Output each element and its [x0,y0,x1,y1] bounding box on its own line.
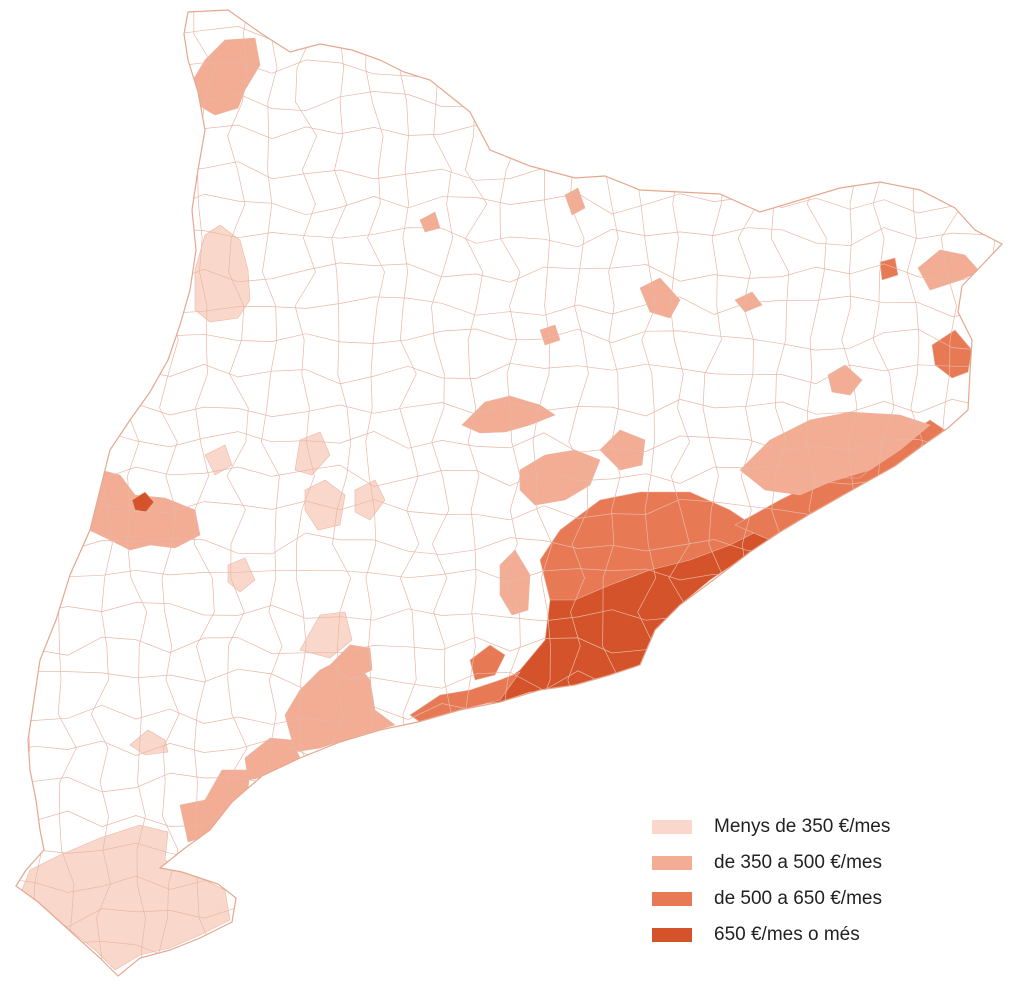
boundary-line [16,430,1002,453]
boundary-line [1010,0,1024,986]
boundary-line [16,91,1002,114]
region-figueres-center [879,257,899,281]
boundary-line [16,464,1002,487]
choropleth-regions [21,37,981,971]
region-sitges [469,644,506,681]
region-berga [539,324,561,346]
region-cervera [227,557,256,593]
legend-item: de 350 a 500 €/mes [652,850,952,886]
region-solsona [354,479,386,521]
boundary-line [16,974,1002,976]
region-balaguer [294,431,331,476]
region-valles [539,491,761,601]
legend-label: de 500 a 650 €/mes [714,888,882,909]
boundary-line [16,56,1002,79]
region-mollerussa [204,444,233,476]
boundary-line [974,10,998,976]
region-selva-coast [739,411,931,496]
legend-item: de 500 a 650 €/mes [652,886,952,922]
region-manresa [461,395,556,434]
boundary-line [16,23,1002,46]
region-ripoll [734,291,763,313]
legend-swatch [652,892,692,906]
boundary-line [0,0,10,986]
legend-label: 650 €/mes o més [714,924,860,945]
legend-swatch [652,928,692,942]
region-tarrega [304,479,346,531]
region-pallars [194,224,251,323]
legend-item: 650 €/mes o més [652,922,952,958]
boundary-line [16,398,1002,417]
region-igualada [519,449,601,506]
legend-label: de 350 a 500 €/mes [714,852,882,873]
legend-swatch [652,856,692,870]
region-tarragona [284,654,396,753]
legend-label: Menys de 350 €/mes [714,816,891,837]
legend-item: Menys de 350 €/mes [652,814,952,850]
legend-swatch [652,820,692,834]
region-vic [599,429,646,471]
legend: Menys de 350 €/mes de 350 a 500 €/mes de… [652,814,952,958]
region-reus [329,644,373,681]
boundary-line [16,124,1002,146]
boundary-line [16,10,1002,11]
region-lleida-center [131,491,155,513]
region-olot [639,277,681,319]
